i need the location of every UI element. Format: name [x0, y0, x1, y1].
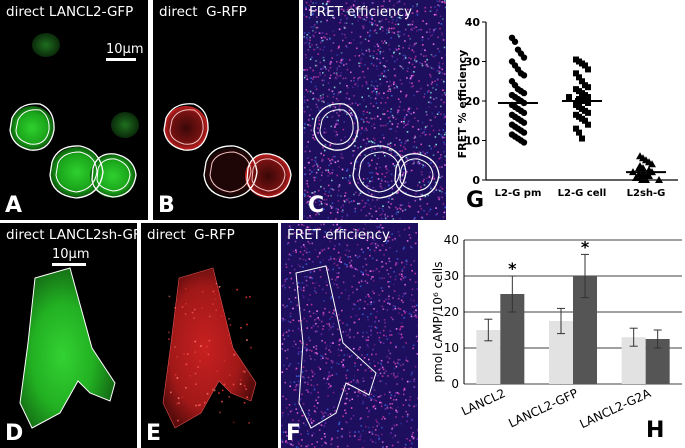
chart-h-ticks: 0 10 20 30 40 — [444, 233, 459, 391]
fret-speckle-f — [281, 223, 418, 448]
panel-b-rfp-image: direct G-RFP B — [153, 0, 299, 220]
chart-g-point — [573, 70, 579, 77]
rfp-sh-cell-image — [162, 267, 257, 429]
panel-c-label: C — [308, 193, 325, 218]
chart-g-category-label: L2-G pm — [495, 188, 542, 199]
chart-g-point — [643, 172, 651, 180]
chart-g-point — [520, 109, 528, 117]
chart-h-ytick-label: 30 — [444, 269, 459, 283]
panel-h-label: H — [646, 418, 665, 443]
chart-h-bar — [476, 330, 501, 384]
panel-b-label: B — [158, 193, 175, 218]
gfp-sh-cell-image — [19, 267, 116, 429]
chart-g-point — [520, 119, 528, 126]
panel-c-fret-image: FRET efficiency C — [303, 0, 446, 220]
chart-h-bar — [500, 294, 525, 384]
chart-g-point — [520, 129, 528, 136]
chart-g-ytick-label: 40 — [465, 16, 481, 29]
chart-g-point — [520, 72, 528, 79]
chart-g-ytick-label: 30 — [465, 56, 481, 69]
scale-bar-d: 10µm — [52, 247, 90, 266]
panel-c-title: FRET efficiency — [309, 4, 413, 20]
chart-g-point — [655, 176, 663, 183]
chart-h-ytick-label: 10 — [444, 341, 459, 355]
chart-h-bars: ** — [476, 237, 670, 384]
panel-f-fret-image: FRET efficiency F — [281, 223, 418, 448]
chart-g-point — [582, 62, 588, 69]
fret-sh-cell-image — [281, 223, 418, 448]
gfp-cells-image — [9, 33, 139, 199]
chart-h-significance: * — [508, 259, 517, 278]
chart-g-point — [648, 160, 656, 168]
chart-g-point — [585, 109, 591, 116]
chart-g-point — [635, 170, 643, 178]
rfp-speckle — [168, 282, 252, 424]
chart-g-ytick-label: 0 — [472, 174, 480, 187]
chart-g-points — [498, 34, 666, 183]
chart-g-point — [576, 74, 582, 81]
chart-h-category-label: LANCL2-G2A — [577, 386, 653, 431]
chart-g-point — [520, 89, 528, 97]
panel-a-title: direct LANCL2-GFP — [6, 4, 134, 20]
scale-bar-d-label: 10µm — [52, 247, 90, 262]
chart-g-ytick-label: 20 — [465, 95, 481, 108]
chart-g-point — [638, 176, 646, 183]
chart-g-point — [585, 94, 591, 101]
chart-g-point — [585, 66, 591, 73]
chart-g-ticks: 0 10 20 30 40 — [465, 16, 486, 187]
chart-h-ytick-label: 0 — [451, 377, 459, 391]
panel-b-title: direct G-RFP — [159, 4, 247, 20]
chart-g-point — [582, 117, 588, 124]
chart-g-point — [573, 125, 579, 132]
chart-g-point — [585, 121, 591, 128]
chart-g-ytick-label: 10 — [465, 135, 481, 148]
chart-g-category-label: L2sh-G — [627, 188, 666, 199]
panel-d-gfp-image: direct LANCL2sh-GFP 10µm D — [0, 223, 137, 448]
scale-bar: 10µm — [106, 42, 143, 61]
panel-f-label: F — [286, 421, 302, 446]
chart-g-point — [579, 78, 585, 85]
panel-d-title: direct LANCL2sh-GFP — [6, 227, 137, 243]
chart-g-point — [632, 174, 640, 182]
chart-g-point — [520, 54, 528, 61]
panel-d-label: D — [5, 421, 24, 446]
panel-e-title: direct G-RFP — [147, 227, 235, 243]
scale-bar-label: 10µm — [106, 42, 144, 57]
panel-e-label: E — [146, 421, 162, 446]
chart-g-point — [576, 129, 582, 136]
chart-g-category-label: L2-G cell — [558, 188, 607, 199]
chart-g-point — [635, 164, 643, 172]
panel-f-title: FRET efficiency — [287, 227, 391, 243]
chart-g-categories: L2-G pm L2-G cell L2sh-G — [495, 188, 666, 199]
chart-h-category-label: LANCL2 — [459, 386, 507, 418]
fret-cells-image — [303, 0, 446, 220]
panel-e-rfp-image: direct G-RFP E — [141, 223, 278, 448]
chart-h-ylabel: pmol cAMP/10⁶ cells — [431, 261, 445, 382]
chart-g-ylabel: FRET % efficiency — [456, 50, 469, 159]
rfp-cells-image — [163, 103, 292, 199]
chart-h-significance: * — [581, 237, 590, 256]
chart-g-point — [579, 135, 585, 142]
chart-g-point — [566, 94, 572, 101]
panel-a-label: A — [5, 193, 23, 218]
fret-speckle — [303, 0, 446, 220]
chart-g-point — [585, 99, 591, 106]
chart-h-ytick-label: 20 — [444, 305, 459, 319]
panel-g-label: G — [466, 188, 485, 213]
chart-h-ytick-label: 40 — [444, 233, 459, 247]
chart-g-point — [511, 38, 519, 45]
chart-g-point — [520, 139, 528, 146]
chart-g-point — [585, 84, 591, 91]
panel-a-gfp-image: direct LANCL2-GFP 10µm A — [0, 0, 148, 220]
chart-h-category-label: LANCL2-GFP — [506, 386, 580, 430]
